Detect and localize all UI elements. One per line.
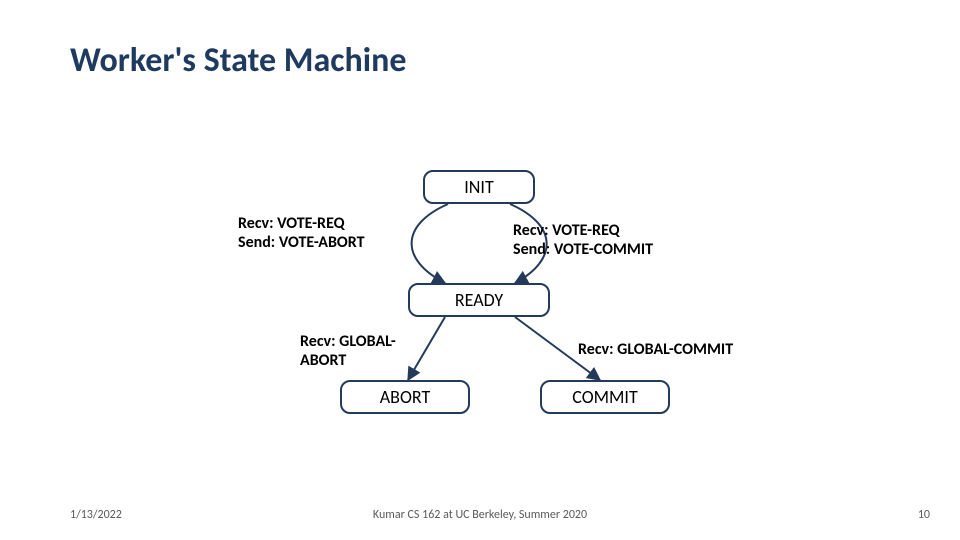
edge-label-line: Recv: VOTE-REQ xyxy=(513,221,653,240)
edge-label-vote-commit: Recv: VOTE-REQ Send: VOTE-COMMIT xyxy=(513,221,653,259)
edge-ready-abort xyxy=(408,317,445,380)
state-abort: ABORT xyxy=(340,380,470,414)
edge-init-ready-left xyxy=(412,204,448,283)
footer-page: 10 xyxy=(918,508,930,522)
state-ready: READY xyxy=(408,283,550,317)
state-init: INIT xyxy=(423,170,535,204)
edge-label-line: ABORT xyxy=(300,351,396,370)
diagram-edges xyxy=(0,0,960,540)
state-commit: COMMIT xyxy=(540,380,670,414)
edge-label-line: Recv: GLOBAL-COMMIT xyxy=(578,340,733,359)
edge-label-line: Send: VOTE-ABORT xyxy=(238,233,365,252)
edge-label-line: Recv: VOTE-REQ xyxy=(238,214,365,233)
edge-label-line: Send: VOTE-COMMIT xyxy=(513,240,653,259)
footer-center: Kumar CS 162 at UC Berkeley, Summer 2020 xyxy=(0,508,960,522)
edge-label-global-commit: Recv: GLOBAL-COMMIT xyxy=(578,340,733,359)
edge-label-vote-abort: Recv: VOTE-REQ Send: VOTE-ABORT xyxy=(238,214,365,252)
edge-label-global-abort: Recv: GLOBAL- ABORT xyxy=(300,332,396,370)
edge-label-line: Recv: GLOBAL- xyxy=(300,332,396,351)
